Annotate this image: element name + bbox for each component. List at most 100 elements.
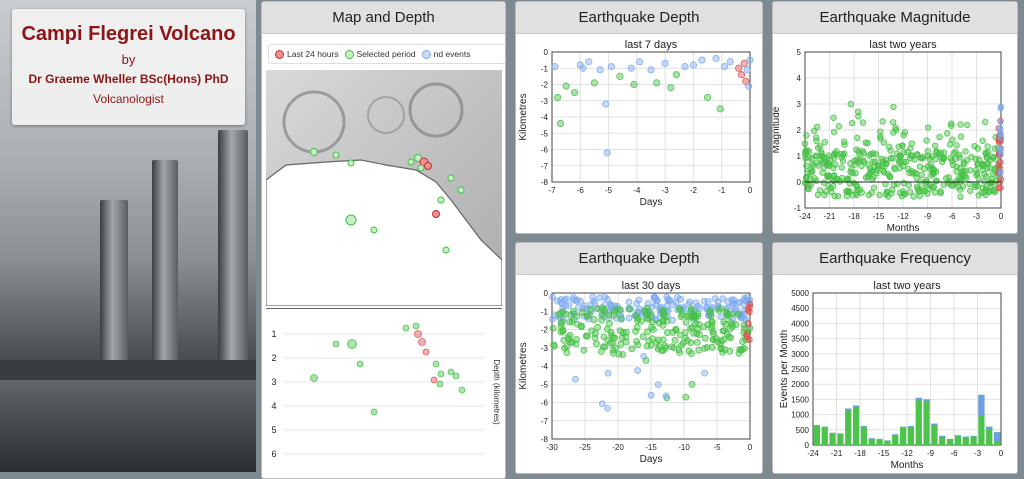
data-point [613, 345, 619, 351]
frequency-bar [884, 440, 890, 445]
y-tick-label: 4000 [791, 319, 809, 328]
y-tick-label: 0 [805, 441, 810, 450]
y-tick-label: -7 [541, 162, 549, 171]
data-point [854, 135, 860, 141]
x-tick-label: -30 [546, 443, 558, 452]
data-point [569, 318, 575, 324]
frequency-bar [931, 424, 937, 445]
data-point [880, 119, 886, 125]
y-tick-label: -6 [541, 146, 549, 155]
frequency-bar-recent [978, 395, 984, 416]
frequency-panel: Earthquake Frequency last two years-24-2… [772, 242, 1018, 474]
data-point [676, 347, 682, 353]
data-point [702, 335, 708, 341]
x-tick-label: -6 [948, 212, 956, 221]
depth-30-day-panel: Earthquake Depth last 30 days-30-25-20-1… [515, 242, 763, 474]
data-point [690, 62, 696, 68]
data-point [686, 348, 692, 354]
map-depth-panel: Map and Depth Last 24 hours Selected per… [261, 1, 506, 479]
frequency-bar-recent [955, 435, 961, 436]
x-tick-label: -15 [873, 212, 885, 221]
y-tick-label: -4 [541, 362, 549, 371]
data-point [896, 158, 902, 164]
data-point [720, 296, 726, 302]
data-point [925, 125, 931, 131]
data-point [911, 194, 917, 200]
legend-item-24h[interactable]: Last 24 hours [275, 49, 339, 59]
data-point [821, 180, 827, 186]
data-point [865, 174, 871, 180]
red-dot-icon [275, 50, 284, 59]
frequency-bar [853, 405, 859, 445]
data-point [682, 63, 688, 69]
frequency-bar-recent [876, 439, 882, 440]
data-point [865, 162, 871, 168]
frequency-bar-recent [892, 434, 898, 435]
data-point [604, 326, 610, 332]
data-point [870, 150, 876, 156]
data-point [689, 381, 695, 387]
data-point [723, 321, 729, 327]
data-point [910, 171, 916, 177]
data-point [635, 342, 641, 348]
frequency-bar [923, 399, 929, 445]
data-point [448, 369, 454, 375]
data-point [569, 339, 575, 345]
data-point [932, 143, 938, 149]
data-point [828, 185, 834, 191]
data-point [311, 375, 318, 382]
author-role: Volcanologist [12, 92, 245, 106]
data-point [648, 342, 654, 348]
data-point [839, 165, 845, 171]
data-point [589, 328, 595, 334]
legend-item-other[interactable]: nd events [422, 49, 471, 59]
y-tick-label: 1500 [791, 395, 809, 404]
data-point [877, 129, 883, 135]
legend-item-selected[interactable]: Selected period [345, 49, 416, 59]
data-point [854, 190, 860, 196]
frequency-bar [829, 433, 835, 445]
data-point [865, 140, 871, 146]
data-point [682, 335, 688, 341]
data-point [607, 340, 613, 346]
data-point [676, 306, 682, 312]
y-tick-label: 0 [544, 48, 549, 57]
data-point [602, 294, 608, 300]
data-point [640, 334, 646, 340]
data-point [593, 341, 599, 347]
y-tick-label: -5 [541, 380, 549, 389]
data-point [839, 151, 845, 157]
relief-map[interactable] [266, 70, 502, 306]
data-point [584, 313, 590, 319]
frequency-bar [869, 438, 875, 445]
data-point [592, 335, 598, 341]
data-point [660, 318, 666, 324]
data-point [413, 323, 419, 329]
frequency-bar-recent [963, 436, 969, 437]
data-point [815, 192, 821, 198]
data-point [561, 337, 567, 343]
data-point [892, 165, 898, 171]
y-tick-label: -1 [541, 307, 549, 316]
data-point [877, 192, 883, 198]
data-point [736, 311, 742, 317]
data-point [563, 83, 569, 89]
chart-title: last two years [869, 39, 937, 51]
data-point [674, 294, 680, 300]
y-tick-label: 1000 [791, 411, 809, 420]
data-point [595, 324, 601, 330]
data-point [890, 120, 896, 126]
data-point [618, 315, 624, 321]
data-point [588, 306, 594, 312]
data-point [683, 394, 689, 400]
x-tick-label: -12 [901, 449, 913, 458]
frequency-bar [892, 434, 898, 445]
data-point [577, 298, 583, 304]
data-point [880, 168, 886, 174]
y-tick-label: -5 [541, 129, 549, 138]
data-point [842, 142, 848, 148]
data-point [568, 312, 574, 318]
data-point [974, 172, 980, 178]
data-point [893, 127, 899, 133]
